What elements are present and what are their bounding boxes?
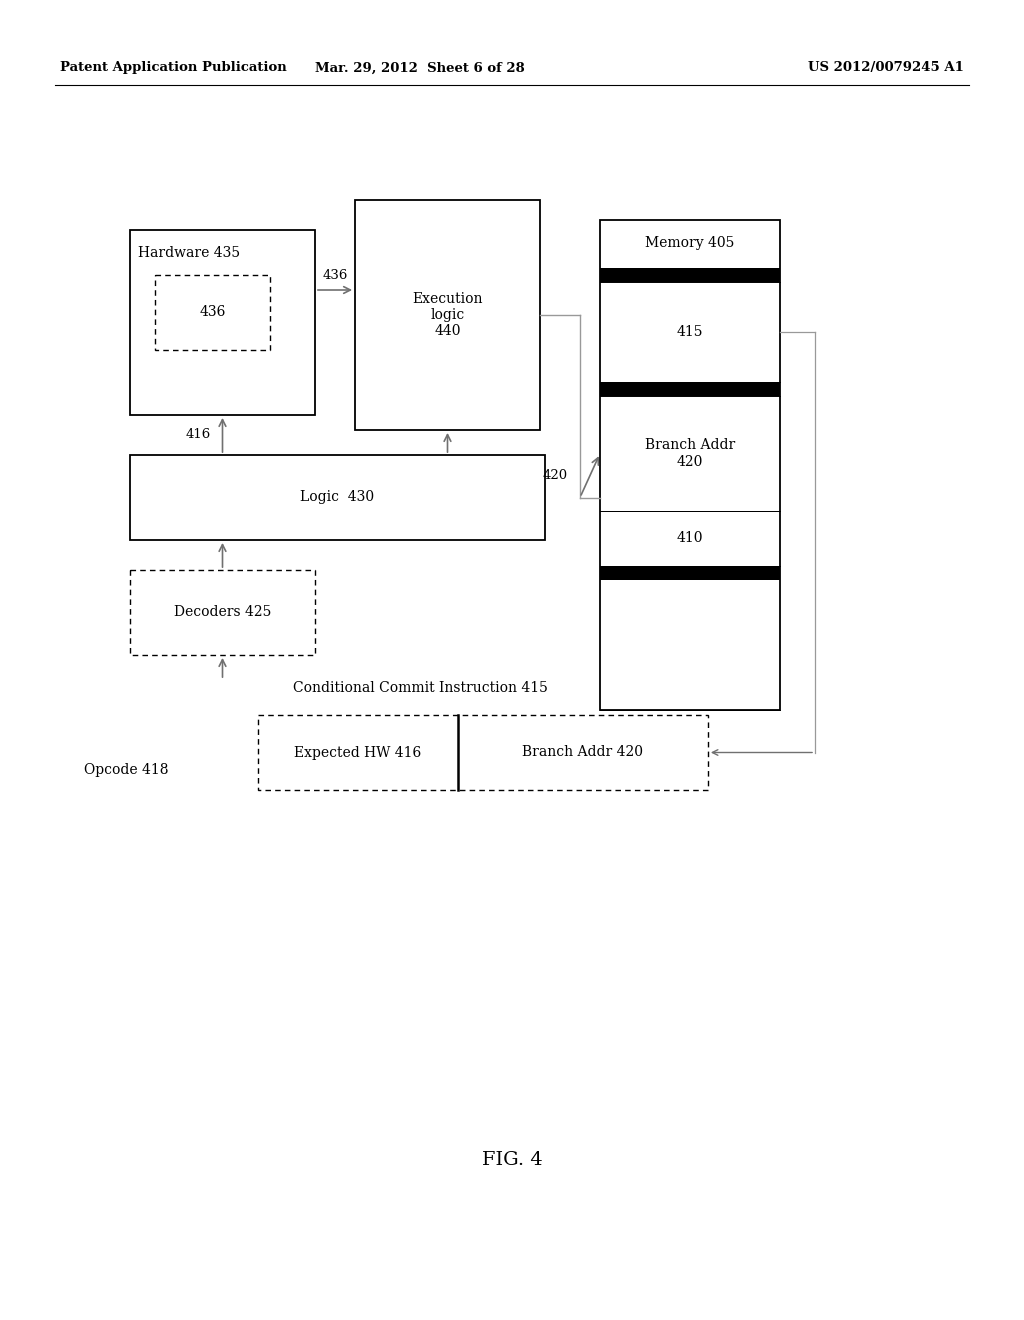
Bar (155, 275, 270, 350)
Bar (600, 268, 780, 282)
Text: US 2012/0079245 A1: US 2012/0079245 A1 (808, 62, 964, 74)
Text: Hardware 435: Hardware 435 (138, 246, 240, 260)
Text: Logic  430: Logic 430 (300, 491, 375, 504)
Bar (130, 570, 315, 655)
Text: 420: 420 (543, 469, 568, 482)
Text: FIG. 4: FIG. 4 (481, 1151, 543, 1170)
Bar (258, 715, 708, 789)
Text: Branch Addr 420: Branch Addr 420 (522, 746, 643, 759)
Text: Mar. 29, 2012  Sheet 6 of 28: Mar. 29, 2012 Sheet 6 of 28 (315, 62, 525, 74)
Text: 436: 436 (323, 269, 348, 282)
Text: Patent Application Publication: Patent Application Publication (60, 62, 287, 74)
Text: Branch Addr
420: Branch Addr 420 (645, 438, 735, 469)
Text: Memory 405: Memory 405 (645, 236, 734, 249)
Bar (600, 381, 780, 396)
Bar (600, 566, 780, 579)
Text: Expected HW 416: Expected HW 416 (294, 746, 422, 759)
Text: 415: 415 (677, 325, 703, 339)
Text: Opcode 418: Opcode 418 (84, 763, 168, 777)
Bar (600, 220, 780, 710)
Bar (355, 201, 540, 430)
Text: Conditional Commit Instruction 415: Conditional Commit Instruction 415 (293, 681, 548, 696)
Text: Execution
logic
440: Execution logic 440 (413, 292, 482, 338)
Bar (130, 455, 545, 540)
Text: Decoders 425: Decoders 425 (174, 606, 271, 619)
Text: 436: 436 (200, 305, 225, 319)
Text: 416: 416 (185, 429, 211, 441)
Text: 410: 410 (677, 532, 703, 545)
Bar (130, 230, 315, 414)
